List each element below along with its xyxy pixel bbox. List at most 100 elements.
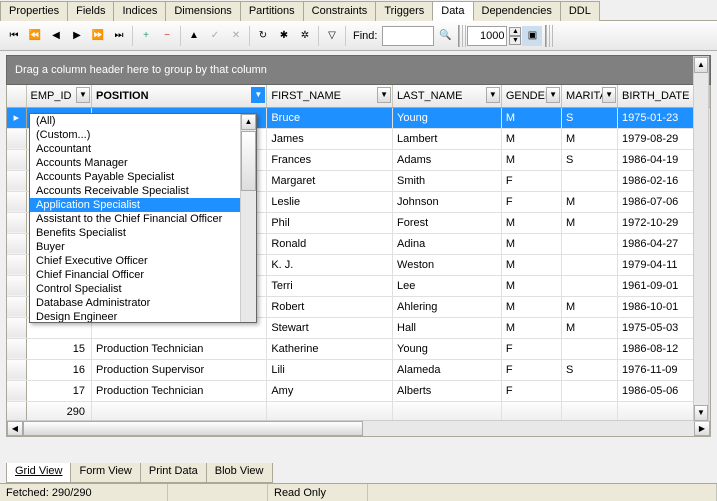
- cell-last_name[interactable]: Adina: [393, 233, 502, 254]
- edit-icon[interactable]: ▲: [184, 26, 204, 46]
- cell-gender[interactable]: M: [501, 233, 561, 254]
- col-filter-gender-icon[interactable]: ▼: [546, 87, 560, 103]
- filter-option[interactable]: Accounts Payable Specialist: [30, 170, 240, 184]
- cell-first_name[interactable]: Frances: [267, 149, 393, 170]
- cell-marital[interactable]: S: [562, 359, 618, 380]
- tab-triggers[interactable]: Triggers: [375, 1, 433, 21]
- position-filter-dropdown[interactable]: (All)(Custom...)AccountantAccounts Manag…: [29, 113, 257, 323]
- col-header-gender[interactable]: GENDER▼: [501, 85, 561, 107]
- tab-indices[interactable]: Indices: [113, 1, 166, 21]
- filter-option[interactable]: Assistant to the Chief Financial Officer: [30, 212, 240, 226]
- filter-option[interactable]: Benefits Specialist: [30, 226, 240, 240]
- col-filter-position-icon[interactable]: ▼: [251, 87, 265, 103]
- filter-option[interactable]: Design Engineer: [30, 310, 240, 323]
- tab-data[interactable]: Data: [432, 1, 473, 21]
- group-by-bar[interactable]: Drag a column header here to group by th…: [6, 55, 711, 85]
- cell-first_name[interactable]: Robert: [267, 296, 393, 317]
- cell-emp_id[interactable]: 16: [26, 359, 91, 380]
- filter-option[interactable]: Chief Financial Officer: [30, 268, 240, 282]
- cell-gender[interactable]: M: [501, 149, 561, 170]
- cell-last_name[interactable]: Hall: [393, 317, 502, 338]
- cell-gender[interactable]: M: [501, 254, 561, 275]
- cell-gender[interactable]: M: [501, 317, 561, 338]
- cell-marital[interactable]: M: [562, 191, 618, 212]
- cell-position[interactable]: Production Technician: [91, 380, 266, 401]
- cell-marital[interactable]: [562, 170, 618, 191]
- cell-last_name[interactable]: Lambert: [393, 128, 502, 149]
- nav-prev-icon[interactable]: ◀: [46, 26, 66, 46]
- cell-first_name[interactable]: Phil: [267, 212, 393, 233]
- nav-first-icon[interactable]: ⏮: [4, 26, 24, 46]
- tab-dimensions[interactable]: Dimensions: [165, 1, 240, 21]
- cell-last_name[interactable]: Forest: [393, 212, 502, 233]
- tab-constraints[interactable]: Constraints: [303, 1, 377, 21]
- cell-marital[interactable]: [562, 254, 618, 275]
- table-row[interactable]: 17Production TechnicianAmyAlbertsF1986-0…: [7, 380, 710, 401]
- cell-emp_id[interactable]: 15: [26, 338, 91, 359]
- col-header-first_name[interactable]: FIRST_NAME▼: [267, 85, 393, 107]
- cell-first_name[interactable]: Terri: [267, 275, 393, 296]
- cell-marital[interactable]: S: [562, 107, 618, 128]
- cell-first_name[interactable]: Katherine: [267, 338, 393, 359]
- cell-last_name[interactable]: Weston: [393, 254, 502, 275]
- col-header-position[interactable]: POSITION▼: [91, 85, 266, 107]
- cell-position[interactable]: Production Technician: [91, 338, 266, 359]
- col-header-last_name[interactable]: LAST_NAME▼: [393, 85, 502, 107]
- cell-marital[interactable]: M: [562, 317, 618, 338]
- cell-first_name[interactable]: K. J.: [267, 254, 393, 275]
- cell-gender[interactable]: M: [501, 107, 561, 128]
- cell-gender[interactable]: M: [501, 296, 561, 317]
- view-tab-form-view[interactable]: Form View: [70, 463, 140, 483]
- cell-marital[interactable]: S: [562, 149, 618, 170]
- goto-bookmark-icon[interactable]: ✲: [295, 26, 315, 46]
- limit-up-icon[interactable]: ▲: [509, 27, 521, 36]
- filter-option[interactable]: (All): [30, 114, 240, 128]
- cell-gender[interactable]: M: [501, 275, 561, 296]
- cell-gender[interactable]: M: [501, 128, 561, 149]
- cell-marital[interactable]: [562, 233, 618, 254]
- delete-row-icon[interactable]: −: [157, 26, 177, 46]
- cell-first_name[interactable]: Margaret: [267, 170, 393, 191]
- cell-last_name[interactable]: Johnson: [393, 191, 502, 212]
- table-row[interactable]: 16Production SupervisorLiliAlamedaFS1976…: [7, 359, 710, 380]
- cell-gender[interactable]: M: [501, 212, 561, 233]
- view-tab-print-data[interactable]: Print Data: [140, 463, 207, 483]
- table-row[interactable]: 15Production TechnicianKatherineYoungF19…: [7, 338, 710, 359]
- cancel-icon[interactable]: ✕: [226, 26, 246, 46]
- filter-option[interactable]: Accounts Receivable Specialist: [30, 184, 240, 198]
- filter-option[interactable]: (Custom...): [30, 128, 240, 142]
- cell-gender[interactable]: F: [501, 191, 561, 212]
- post-icon[interactable]: ✓: [205, 26, 225, 46]
- cell-first_name[interactable]: Stewart: [267, 317, 393, 338]
- cell-first_name[interactable]: Bruce: [267, 107, 393, 128]
- cell-first_name[interactable]: James: [267, 128, 393, 149]
- cell-last_name[interactable]: Ahlering: [393, 296, 502, 317]
- tab-partitions[interactable]: Partitions: [240, 1, 304, 21]
- col-filter-last_name-icon[interactable]: ▼: [486, 87, 500, 103]
- cell-marital[interactable]: M: [562, 296, 618, 317]
- col-header-marital[interactable]: MARITAL▼: [562, 85, 618, 107]
- limit-down-icon[interactable]: ▼: [509, 36, 521, 45]
- filter-option[interactable]: Chief Executive Officer: [30, 254, 240, 268]
- vertical-scrollbar[interactable]: ▲ ▼: [693, 56, 709, 422]
- insert-row-icon[interactable]: +: [136, 26, 156, 46]
- tab-dependencies[interactable]: Dependencies: [473, 1, 561, 21]
- refresh-icon[interactable]: ↻: [253, 26, 273, 46]
- filter-option[interactable]: Database Administrator: [30, 296, 240, 310]
- col-filter-emp_id-icon[interactable]: ▼: [76, 87, 90, 103]
- horizontal-scrollbar[interactable]: ◀ ▶: [7, 420, 710, 436]
- toolbar-grip[interactable]: [458, 25, 466, 47]
- hscroll-thumb[interactable]: [23, 421, 363, 436]
- bookmark-icon[interactable]: ✱: [274, 26, 294, 46]
- filter-option[interactable]: Accountant: [30, 142, 240, 156]
- filter-option[interactable]: Control Specialist: [30, 282, 240, 296]
- find-exec-icon[interactable]: 🔍: [435, 26, 455, 46]
- cell-emp_id[interactable]: 17: [26, 380, 91, 401]
- apply-limit-icon[interactable]: ▣: [522, 26, 542, 46]
- row-limit-input[interactable]: [467, 26, 507, 46]
- col-filter-marital-icon[interactable]: ▼: [602, 87, 616, 103]
- cell-last_name[interactable]: Alameda: [393, 359, 502, 380]
- tab-ddl[interactable]: DDL: [560, 1, 600, 21]
- filter-option[interactable]: Application Specialist: [30, 198, 240, 212]
- filter-option[interactable]: Accounts Manager: [30, 156, 240, 170]
